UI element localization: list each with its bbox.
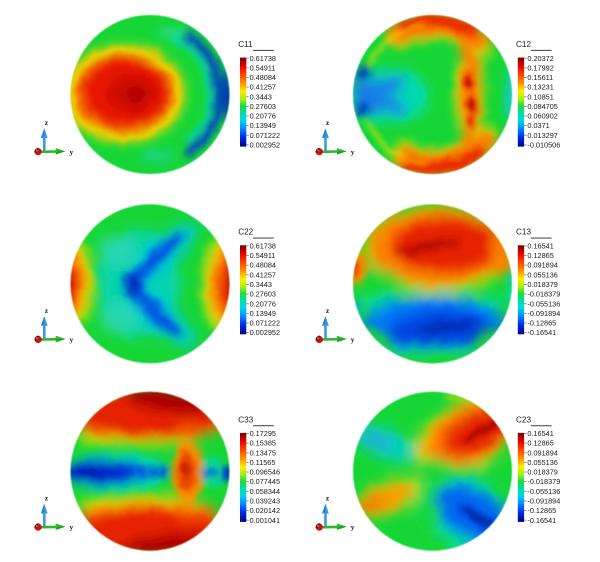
svg-text:0.11565: 0.11565 — [250, 458, 276, 467]
svg-text:0.54911: 0.54911 — [250, 63, 276, 72]
svg-text:0.48084: 0.48084 — [250, 73, 276, 82]
svg-text:0.13231: 0.13231 — [527, 83, 553, 92]
svg-text:0.61738: 0.61738 — [250, 241, 276, 250]
svg-text:0.16541: 0.16541 — [527, 429, 553, 438]
svg-text:0.001041: 0.001041 — [250, 516, 280, 525]
svg-text:0.013297: 0.013297 — [527, 131, 557, 140]
svg-text:C22: C22 — [238, 228, 253, 237]
svg-text:-0.12865: -0.12865 — [527, 319, 556, 328]
svg-text:0.055136: 0.055136 — [527, 458, 557, 467]
svg-text:0.071222: 0.071222 — [250, 131, 280, 140]
svg-text:0.060902: 0.060902 — [527, 112, 557, 121]
svg-text:-0.018379: -0.018379 — [527, 290, 560, 299]
svg-text:-0.12865: -0.12865 — [527, 506, 556, 515]
svg-text:-0.16541: -0.16541 — [527, 328, 556, 337]
svg-text:0.096546: 0.096546 — [250, 468, 280, 477]
svg-text:0.17992: 0.17992 — [527, 63, 553, 72]
svg-text:0.15385: 0.15385 — [250, 439, 276, 448]
svg-text:0.084705: 0.084705 — [527, 102, 557, 111]
svg-text:0.3443: 0.3443 — [250, 280, 272, 289]
svg-text:0.058344: 0.058344 — [250, 487, 280, 496]
svg-text:0.13949: 0.13949 — [250, 309, 276, 318]
svg-text:0.020142: 0.020142 — [250, 506, 280, 515]
svg-text:0.20776: 0.20776 — [250, 112, 276, 121]
svg-text:0.27603: 0.27603 — [250, 102, 276, 111]
svg-text:0.018379: 0.018379 — [527, 280, 557, 289]
svg-text:C13: C13 — [516, 228, 531, 237]
svg-text:C11: C11 — [238, 40, 253, 49]
svg-text:-0.010506: -0.010506 — [527, 140, 560, 149]
svg-text:0.15611: 0.15611 — [527, 73, 553, 82]
svg-text:0.071222: 0.071222 — [250, 319, 280, 328]
svg-text:0.20776: 0.20776 — [250, 299, 276, 308]
svg-text:C12: C12 — [516, 40, 531, 49]
svg-text:0.13475: 0.13475 — [250, 448, 276, 457]
svg-text:0.16541: 0.16541 — [527, 241, 553, 250]
svg-text:0.41257: 0.41257 — [250, 83, 276, 92]
svg-text:0.41257: 0.41257 — [250, 270, 276, 279]
svg-text:C33: C33 — [238, 415, 253, 424]
svg-text:0.002952: 0.002952 — [250, 140, 280, 149]
svg-text:-0.018379: -0.018379 — [527, 477, 560, 486]
svg-text:0.13949: 0.13949 — [250, 121, 276, 130]
svg-text:0.091894: 0.091894 — [527, 261, 557, 270]
svg-text:0.12865: 0.12865 — [527, 439, 553, 448]
svg-text:C23: C23 — [516, 415, 531, 424]
svg-text:0.002952: 0.002952 — [250, 328, 280, 337]
svg-text:0.018379: 0.018379 — [527, 468, 557, 477]
svg-text:0.27603: 0.27603 — [250, 290, 276, 299]
svg-text:0.20372: 0.20372 — [527, 54, 553, 63]
svg-text:0.039243: 0.039243 — [250, 496, 280, 505]
svg-text:-0.16541: -0.16541 — [527, 516, 556, 525]
svg-text:0.48084: 0.48084 — [250, 261, 276, 270]
svg-text:0.54911: 0.54911 — [250, 251, 276, 260]
svg-text:0.10851: 0.10851 — [527, 92, 553, 101]
svg-text:0.077445: 0.077445 — [250, 477, 280, 486]
svg-text:0.61738: 0.61738 — [250, 54, 276, 63]
svg-text:-0.055136: -0.055136 — [527, 487, 560, 496]
svg-text:0.17295: 0.17295 — [250, 429, 276, 438]
svg-text:-0.091894: -0.091894 — [527, 309, 560, 318]
svg-text:0.12865: 0.12865 — [527, 251, 553, 260]
svg-text:0.0371: 0.0371 — [527, 121, 549, 130]
svg-text:-0.091894: -0.091894 — [527, 496, 560, 505]
svg-text:0.055136: 0.055136 — [527, 270, 557, 279]
svg-text:-0.055136: -0.055136 — [527, 299, 560, 308]
svg-text:0.3443: 0.3443 — [250, 92, 272, 101]
svg-text:0.091894: 0.091894 — [527, 448, 557, 457]
